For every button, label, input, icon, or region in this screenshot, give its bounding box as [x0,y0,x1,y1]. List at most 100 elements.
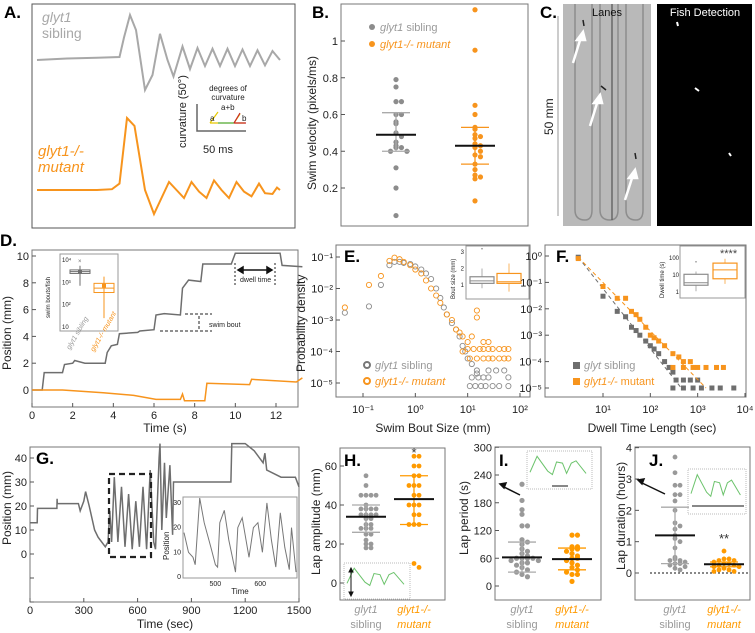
b-point [472,172,478,178]
f-point [633,328,639,334]
f-point [680,359,686,365]
e-point [482,383,489,390]
e-x-axis-label: Swim Bout Size (mm) [375,421,490,435]
e-legend-sibling-marker [363,361,371,369]
i-y-tick-label: 60 [480,553,492,565]
e-inset-y-tick-label: 2 [461,267,465,273]
e-point [480,374,487,381]
e-point [459,333,466,340]
d-inset-outlier: × [78,259,82,265]
b-point [398,144,405,151]
f-point [695,364,701,370]
e-point [485,345,492,353]
i-point [574,546,581,552]
d-swim-bout-marker [160,313,212,332]
h-y-tick-label: 40 [325,500,337,512]
b-point [393,212,399,219]
j-point [726,567,732,573]
h-point [368,545,374,551]
a-mutant-label-2: mutant [38,159,85,176]
h-y-tick-label: 0 [331,578,337,590]
i-point [524,560,531,566]
f-point [623,295,629,301]
c-lanes-label: Lanes [592,7,622,19]
b-legend-sibling-marker [369,24,375,30]
e-point [418,266,425,273]
f-y-tick-label: 10⁻² [520,304,542,316]
e-point [489,383,496,390]
i-point [569,571,575,578]
e-point [473,355,480,362]
f-fit-line [577,256,707,389]
g-x-tick-label: 300 [75,605,93,617]
f-inset-box [683,273,709,286]
f-point [676,354,682,360]
e-point [476,345,483,353]
d-trace-sibling [32,252,303,391]
h-point [416,453,422,459]
a-scale-bar: curvature (50°) 50 ms degrees of curvatu… [177,75,248,156]
f-inset-y-label: Dwell time (s) [660,262,666,298]
f-inset-y-tick-label: 100 [669,256,680,262]
b-point [472,7,478,13]
i-point [519,507,525,513]
b-point [472,167,478,173]
panel-f-plot: 10¹ 10² 10³ 10⁴ 10⁰ 10⁻¹ 10⁻² 10⁻³ 10⁻⁴ 10⁻⁵ [519,251,754,416]
h-point [416,502,422,508]
e-x-tick-label: 10¹ [460,404,476,416]
b-point [398,99,405,105]
f-legend-mutant-marker [573,378,580,385]
f-point [643,338,649,344]
h-significance: * [411,445,416,460]
i-category-label-line2: mutant [555,619,590,631]
i-point [519,511,525,517]
e-point [422,270,430,277]
g-x-tick-label: 1500 [287,605,311,617]
i-example-trace [529,455,587,476]
j-point [726,556,732,562]
f-y-tick-label: 10⁻⁴ [519,357,542,369]
h-category-label-line1: glyt1-/- [397,604,431,616]
h-point [363,473,369,479]
panel-f-frame [544,244,747,398]
e-point [440,304,447,311]
panel-g-frame [29,446,300,603]
f-point [709,385,715,391]
panel-e-plot: 10⁻¹ 10⁰ 10¹ 10² 10⁻¹ 10⁻² 10⁻³ 10⁻⁴ 10⁻⁵ [310,252,528,416]
g-inset-y-label: Position [162,532,171,560]
e-point [433,285,440,292]
j-point [721,548,727,554]
g-inset-frame [182,496,298,579]
panel-label-g: G. [36,449,54,468]
f-point [623,314,629,320]
panel-d-plot: 0 2 4 6 8 10 12 0 2 4 6 8 10 [17,251,303,422]
h-point [368,526,374,531]
j-category-label-line1: glyt1 [663,604,686,616]
h-point [416,512,422,518]
j-y-tick-label: 4 [626,443,632,455]
f-point [637,332,643,338]
a-diagram-title-2: curvature [211,93,245,102]
e-point [456,329,463,336]
b-y-tick-label: 0.2 [323,183,338,195]
a-scalebar-x-label: 50 ms [203,144,233,156]
j-category-label-line1: glyt1-/- [707,604,741,616]
e-point [466,355,473,362]
j-y-tick-label: 1 [626,537,632,549]
e-point [448,320,455,327]
e-inset-y-label: Bout size (mm) [451,259,457,299]
f-point [662,359,668,365]
h-point [363,531,369,537]
e-point [480,345,487,353]
i-point [563,569,570,575]
i-point [574,532,581,538]
f-point [680,385,686,391]
e-point [501,367,508,374]
e-inset-box [469,276,495,284]
f-inset-outlier [695,260,697,263]
f-point [614,308,620,314]
j-point [711,569,717,574]
f-inset-significance: **** [720,248,738,260]
d-y-tick-label: 6 [23,305,29,317]
f-point [670,385,676,391]
